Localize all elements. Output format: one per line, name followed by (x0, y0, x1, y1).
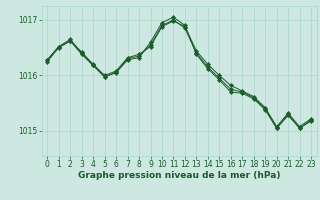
X-axis label: Graphe pression niveau de la mer (hPa): Graphe pression niveau de la mer (hPa) (78, 171, 280, 180)
